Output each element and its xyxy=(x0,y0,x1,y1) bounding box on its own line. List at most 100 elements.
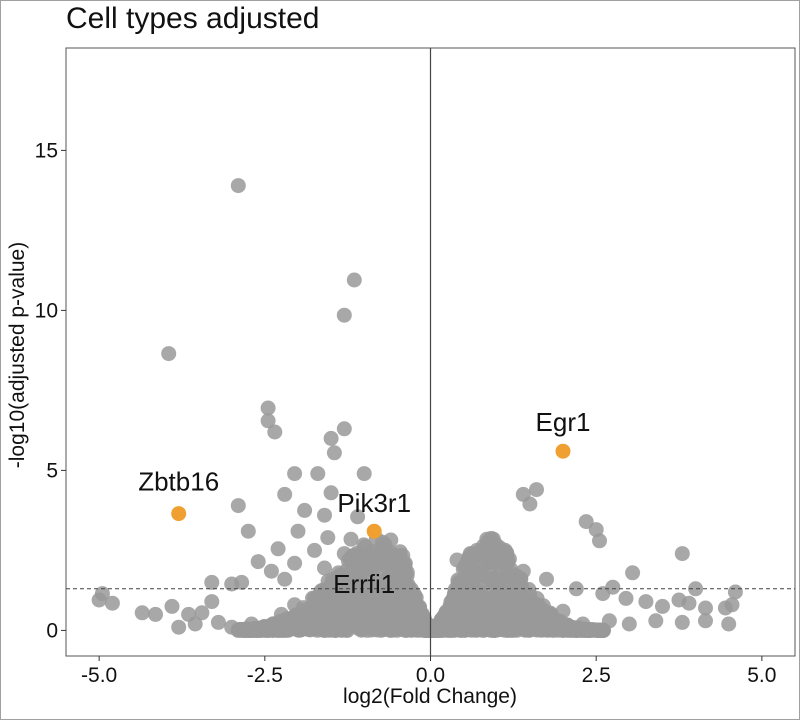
background-point xyxy=(277,486,293,502)
background-point xyxy=(210,614,226,630)
background-point xyxy=(432,619,448,635)
highlighted-point xyxy=(171,506,187,522)
background-point xyxy=(346,272,362,288)
background-point xyxy=(164,598,180,614)
background-point xyxy=(194,605,210,621)
background-point xyxy=(681,595,697,611)
reference-lines xyxy=(66,48,795,656)
background-point xyxy=(578,514,594,530)
background-point xyxy=(446,619,462,635)
background-point xyxy=(360,552,375,568)
background-point xyxy=(492,540,508,556)
background-point xyxy=(601,613,617,629)
background-point xyxy=(273,606,289,622)
background-point xyxy=(307,590,322,606)
background-point xyxy=(375,534,390,550)
y-tick-label: 5 xyxy=(46,459,58,482)
background-point xyxy=(407,589,423,605)
background-point xyxy=(625,565,641,581)
background-point xyxy=(323,485,339,501)
y-tick-label: 10 xyxy=(35,299,58,322)
gene-label-pik3r1: Pik3r1 xyxy=(337,488,411,518)
background-point xyxy=(621,616,637,632)
background-point xyxy=(488,571,504,587)
background-point xyxy=(460,573,476,589)
background-point xyxy=(356,537,372,553)
gene-label-errfi1: Errfi1 xyxy=(333,569,395,599)
background-point xyxy=(277,571,293,587)
background-point xyxy=(337,574,353,590)
background-point xyxy=(383,603,399,619)
background-point xyxy=(320,530,336,546)
background-point xyxy=(721,616,737,632)
background-point xyxy=(148,606,163,622)
background-point xyxy=(204,594,220,610)
background-point xyxy=(267,424,283,440)
x-axis-title: log2(Fold Change) xyxy=(343,685,517,708)
background-point xyxy=(104,595,120,611)
y-axis-title: -log10(adjusted p-value) xyxy=(6,242,29,468)
background-point xyxy=(396,621,412,637)
background-point xyxy=(469,542,485,558)
background-point xyxy=(310,466,326,482)
background-point xyxy=(326,586,342,602)
background-point xyxy=(317,507,332,523)
background-point xyxy=(224,619,240,635)
background-point xyxy=(698,600,713,616)
background-point xyxy=(263,563,279,579)
background-point xyxy=(161,346,177,362)
background-point xyxy=(449,552,465,568)
background-point xyxy=(290,523,306,539)
background-point xyxy=(674,546,690,562)
background-point xyxy=(522,616,538,632)
background-point xyxy=(575,616,591,632)
background-point xyxy=(555,603,571,619)
background-point xyxy=(310,610,326,626)
background-point xyxy=(393,578,409,594)
background-point xyxy=(568,581,584,597)
background-point xyxy=(529,597,544,613)
background-point xyxy=(336,307,352,323)
background-point xyxy=(224,576,240,592)
background-point xyxy=(592,533,607,549)
background-point xyxy=(688,581,704,597)
background-point xyxy=(287,466,303,482)
background-point xyxy=(260,400,276,416)
background-point xyxy=(376,619,392,635)
background-point xyxy=(638,594,654,610)
background-point xyxy=(395,598,411,614)
background-point xyxy=(353,565,368,581)
background-point xyxy=(330,616,346,632)
background-point xyxy=(479,595,495,611)
background-point xyxy=(323,430,339,446)
background-point xyxy=(605,579,621,595)
background-point xyxy=(343,531,359,547)
background-point xyxy=(349,578,365,594)
background-point xyxy=(489,555,505,571)
background-point xyxy=(618,590,634,606)
background-point xyxy=(250,554,266,570)
background-point xyxy=(230,178,246,194)
background-point xyxy=(301,622,317,637)
background-point xyxy=(279,622,295,638)
background-point xyxy=(655,598,670,614)
background-point xyxy=(489,587,505,603)
background-point xyxy=(336,546,352,562)
background-point xyxy=(356,466,372,482)
background-point xyxy=(260,413,276,429)
background-point xyxy=(91,592,107,608)
background-point xyxy=(413,618,429,634)
background-point xyxy=(317,560,332,576)
background-point xyxy=(727,584,743,600)
background-point xyxy=(187,616,203,632)
background-point xyxy=(350,509,366,525)
background-point xyxy=(204,574,220,590)
x-tick-label: -2.5 xyxy=(247,664,283,687)
background-point xyxy=(290,613,306,629)
background-point xyxy=(230,498,246,514)
gene-label-zbtb16: Zbtb16 xyxy=(138,467,219,497)
background-point xyxy=(724,597,740,613)
background-point xyxy=(370,597,385,613)
y-tick-label: 15 xyxy=(35,139,58,162)
